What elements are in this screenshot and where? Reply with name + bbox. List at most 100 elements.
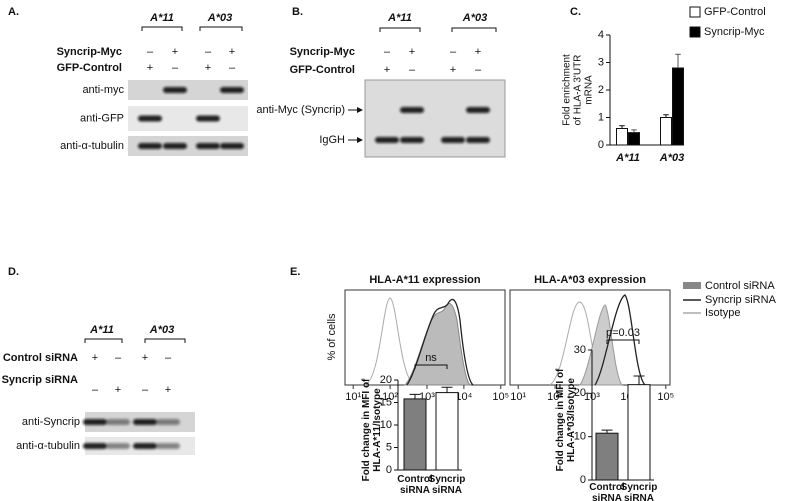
group-bracket: [379, 27, 421, 32]
syncrip-curve: [594, 294, 646, 386]
group-label: A*03: [149, 324, 174, 336]
bar: [627, 384, 651, 481]
control-curve: [403, 303, 472, 386]
blot-band: [220, 87, 244, 93]
panel-label: C.: [570, 6, 581, 18]
histogram-2: [509, 289, 671, 386]
y-tick-label: 0: [598, 139, 604, 151]
lane-sign: –: [172, 62, 179, 74]
lane-sign: +: [142, 352, 148, 364]
x-tick-label: 10⁴: [455, 391, 472, 403]
blot-label: anti-myc: [82, 84, 124, 96]
lane-sign: –: [142, 384, 149, 396]
lane-sign: +: [205, 62, 211, 74]
syncrip-curve: [406, 298, 474, 386]
blot-label: anti-Syncrip: [22, 416, 80, 428]
lane-sign: +: [409, 46, 415, 58]
x-tick-label: 10²: [547, 391, 563, 403]
x-tick-label: Control siRNA: [589, 482, 625, 501]
legend-label: Syncrip-Myc: [704, 26, 765, 38]
blot-band: [375, 137, 399, 143]
error-bar: [675, 53, 681, 68]
error-bar: [441, 386, 453, 393]
blot-band: [106, 419, 130, 425]
bar: [672, 67, 684, 146]
y-tick-label: 3: [598, 56, 604, 68]
legend-swatch: [683, 282, 701, 289]
lane-sign: –: [147, 46, 154, 58]
lane-sign: –: [205, 46, 212, 58]
blot-band: [466, 137, 490, 143]
lane-sign: –: [229, 62, 236, 74]
lane-sign: +: [172, 46, 178, 58]
blot-band: [83, 419, 107, 425]
x-tick-label: Syncrip siRNA: [620, 482, 658, 501]
legend-swatch: [689, 6, 701, 18]
blot-band: [196, 115, 220, 122]
blot-band: [156, 419, 180, 425]
blot-band: [138, 143, 162, 149]
histogram-title: HLA-A*11 expression: [369, 274, 481, 286]
lane-sign: +: [229, 46, 235, 58]
significance-label: ns: [425, 352, 437, 364]
row-label: Control siRNA: [3, 352, 78, 364]
y-tick-label: 10: [574, 431, 586, 443]
blot-label: anti-α-tubulin: [60, 140, 124, 152]
y-axis-label: Fold enrichment of HLA-A 3'UTR mRNA: [561, 54, 595, 126]
lane-sign: +: [92, 352, 98, 364]
lane-sign: –: [92, 384, 99, 396]
group-bracket: [451, 27, 497, 32]
histogram-1: [344, 289, 506, 386]
lane-sign: –: [115, 352, 122, 364]
y-tick-label: 15: [380, 396, 392, 408]
x-tick-label: 10¹: [510, 391, 526, 403]
bar: [595, 432, 619, 481]
bar: [435, 392, 459, 471]
histogram-title: HLA-A*03 expression: [534, 274, 646, 286]
y-tick-label: 30: [574, 344, 586, 356]
blot-band: [441, 137, 465, 143]
lane-sign: –: [409, 64, 416, 76]
row-label: Syncrip siRNA: [2, 374, 78, 386]
blot-band: [400, 107, 424, 113]
group-label: A*03: [462, 12, 487, 24]
blot-band: [466, 107, 490, 113]
error-bar: [633, 375, 645, 385]
y-axis-label: % of cells: [326, 313, 338, 361]
lane-sign: –: [450, 46, 457, 58]
error-bar: [601, 429, 613, 434]
lane-sign: –: [165, 352, 172, 364]
bar: [403, 398, 427, 471]
error-bar: [409, 393, 421, 399]
blot-band: [138, 115, 162, 122]
legend-label: GFP-Control: [704, 6, 766, 18]
lane-sign: +: [450, 64, 456, 76]
lane-sign: –: [384, 46, 391, 58]
group-bracket: [144, 338, 186, 343]
blot-label: IgGH: [319, 134, 345, 146]
y-tick-label: 10: [380, 419, 392, 431]
blot-band: [400, 137, 424, 143]
legend-label: Isotype: [705, 307, 740, 319]
blot-arrowhead: [357, 107, 363, 113]
group-bracket: [199, 26, 243, 31]
x-tick-label: 10⁵: [492, 391, 509, 403]
significance-bracket: [606, 339, 640, 344]
legend-swatch: [689, 26, 701, 38]
row-label: GFP-Control: [290, 64, 355, 76]
blot-band: [196, 143, 220, 149]
blot-image: [128, 136, 248, 156]
group-bracket: [141, 26, 183, 31]
y-tick-label: 4: [598, 29, 604, 41]
control-curve: [579, 304, 624, 386]
error-bar: [663, 114, 669, 118]
blot-image: [364, 79, 506, 158]
isotype-curve: [364, 297, 416, 386]
blot-band: [163, 143, 187, 149]
y-tick-label: 0: [580, 474, 586, 486]
y-tick-label: 1: [598, 111, 604, 123]
y-tick-label: 0: [386, 464, 392, 476]
y-axis-label: Fold change in MFI of HLA-A*11/Isotype: [361, 378, 383, 482]
blot-arrowhead: [357, 137, 363, 143]
x-tick-label: 10¹: [345, 391, 361, 403]
